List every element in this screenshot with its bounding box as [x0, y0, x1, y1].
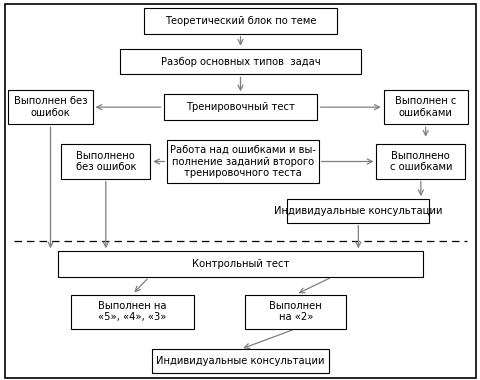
Text: Выполнен с
ошибками: Выполнен с ошибками: [394, 97, 456, 118]
Text: Индивидуальные консультации: Индивидуальные консультации: [274, 206, 442, 216]
FancyBboxPatch shape: [245, 294, 346, 329]
Text: Выполнен
на «2»: Выполнен на «2»: [269, 301, 322, 322]
FancyBboxPatch shape: [9, 90, 92, 124]
Text: Выполнен на
«5», «4», «3»: Выполнен на «5», «4», «3»: [98, 301, 166, 322]
FancyBboxPatch shape: [120, 49, 360, 74]
FancyBboxPatch shape: [375, 144, 464, 179]
Text: Выполнено
с ошибками: Выполнено с ошибками: [389, 151, 451, 172]
FancyBboxPatch shape: [151, 349, 329, 373]
Text: Выполнен без
ошибок: Выполнен без ошибок: [14, 97, 87, 118]
FancyBboxPatch shape: [383, 90, 467, 124]
Text: Выполнено
без ошибок: Выполнено без ошибок: [75, 151, 136, 172]
FancyBboxPatch shape: [71, 294, 193, 329]
Text: Тренировочный тест: Тренировочный тест: [186, 102, 294, 112]
FancyBboxPatch shape: [5, 4, 475, 378]
Text: Индивидуальные консультации: Индивидуальные консультации: [156, 356, 324, 366]
FancyBboxPatch shape: [61, 144, 150, 179]
Text: Контрольный тест: Контрольный тест: [192, 259, 288, 269]
FancyBboxPatch shape: [58, 251, 422, 277]
FancyBboxPatch shape: [287, 199, 428, 223]
Text: Теоретический блок по теме: Теоретический блок по теме: [165, 16, 315, 26]
FancyBboxPatch shape: [144, 8, 336, 34]
FancyBboxPatch shape: [163, 94, 317, 120]
Text: Работа над ошибками и вы-
полнение заданий второго
тренировочного теста: Работа над ошибками и вы- полнение задан…: [169, 145, 315, 178]
FancyBboxPatch shape: [167, 140, 318, 184]
Text: Разбор основных типов  задач: Разбор основных типов задач: [160, 57, 320, 66]
